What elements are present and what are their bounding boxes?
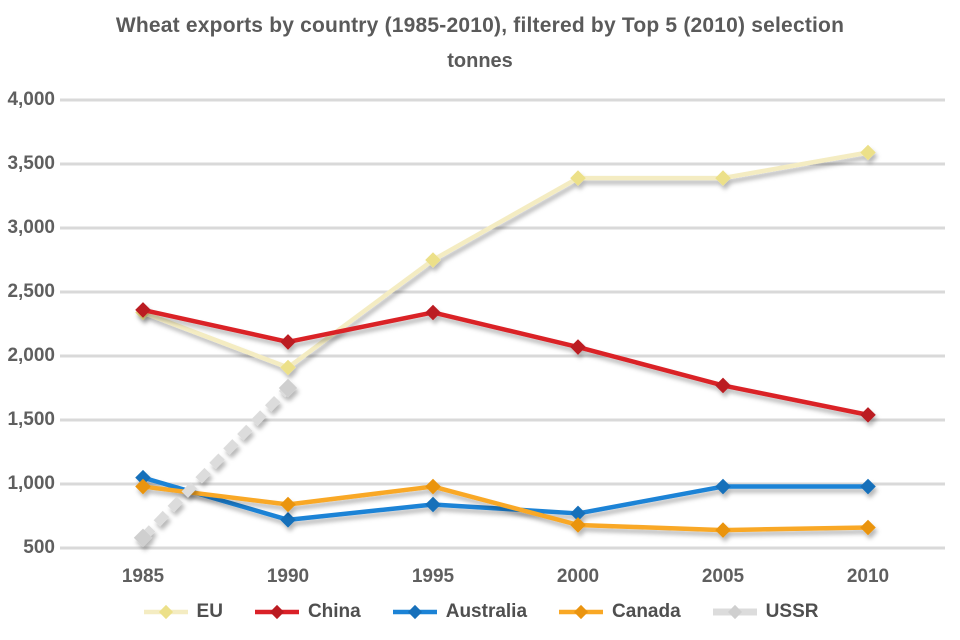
legend-item-china[interactable]: China [253,601,361,623]
legend-line-icon [559,604,604,620]
y-tick-label: 3,000 [7,217,55,238]
data-point-marker [860,478,876,495]
x-tick-label: 1990 [266,566,310,587]
legend-label: USSR [765,601,819,622]
data-point-marker [715,170,731,186]
y-tick-label: 500 [23,537,55,558]
legend-item-australia[interactable]: Australia [391,601,527,623]
data-point-marker [280,334,296,350]
data-point-marker [570,517,586,533]
data-point-marker [715,522,731,538]
legend-line-icon [143,604,188,620]
series-line [142,484,869,533]
y-tick-label: 4,000 [7,89,55,110]
x-tick-label: 1985 [121,566,165,587]
legend-line-icon [712,604,757,620]
legend-label: China [307,601,361,622]
y-tick-label: 2,000 [7,345,55,366]
y-tick-label: 1,000 [7,473,55,494]
legend-item-eu[interactable]: EU [142,601,223,623]
data-point-marker [570,339,586,355]
series-line [142,475,868,523]
series-ussr [133,378,298,547]
chart-title: Wheat exports by country (1985-2010), fi… [115,14,845,37]
data-point-marker [425,304,441,321]
legend-line-icon [254,604,299,620]
series-lines [133,144,876,547]
data-point-marker [860,519,876,536]
gridlines [60,98,945,550]
data-point-marker [715,377,731,394]
data-point-marker [278,378,298,398]
x-tick-label: 2005 [701,566,745,587]
legend: EU China Australia Canada USSR [0,601,960,623]
legend-label: Canada [612,601,681,622]
y-tick-label: 2,500 [7,281,55,302]
legend-label: Australia [445,601,528,622]
series-eu [135,144,876,376]
data-point-marker [133,528,153,547]
x-tick-label: 2010 [846,566,890,587]
y-tick-label: 3,500 [7,153,55,174]
series-line [142,307,869,418]
legend-item-ussr[interactable]: USSR [711,601,819,623]
data-point-marker [280,496,296,513]
series-line [139,384,292,541]
data-point-marker [280,512,296,528]
series-line [142,150,869,370]
chart-subtitle-unit: tonnes [447,50,513,72]
data-point-marker [425,496,441,513]
y-tick-label: 1,500 [7,409,55,430]
legend-item-canada[interactable]: Canada [557,601,681,623]
x-tick-label: 2000 [556,566,600,587]
legend-line-icon [392,604,437,620]
series-china [135,302,876,423]
data-point-marker [715,478,731,495]
x-tick-label: 1995 [411,566,455,587]
data-point-marker [860,144,876,161]
legend-label: EU [196,601,223,622]
data-point-marker [425,478,441,495]
